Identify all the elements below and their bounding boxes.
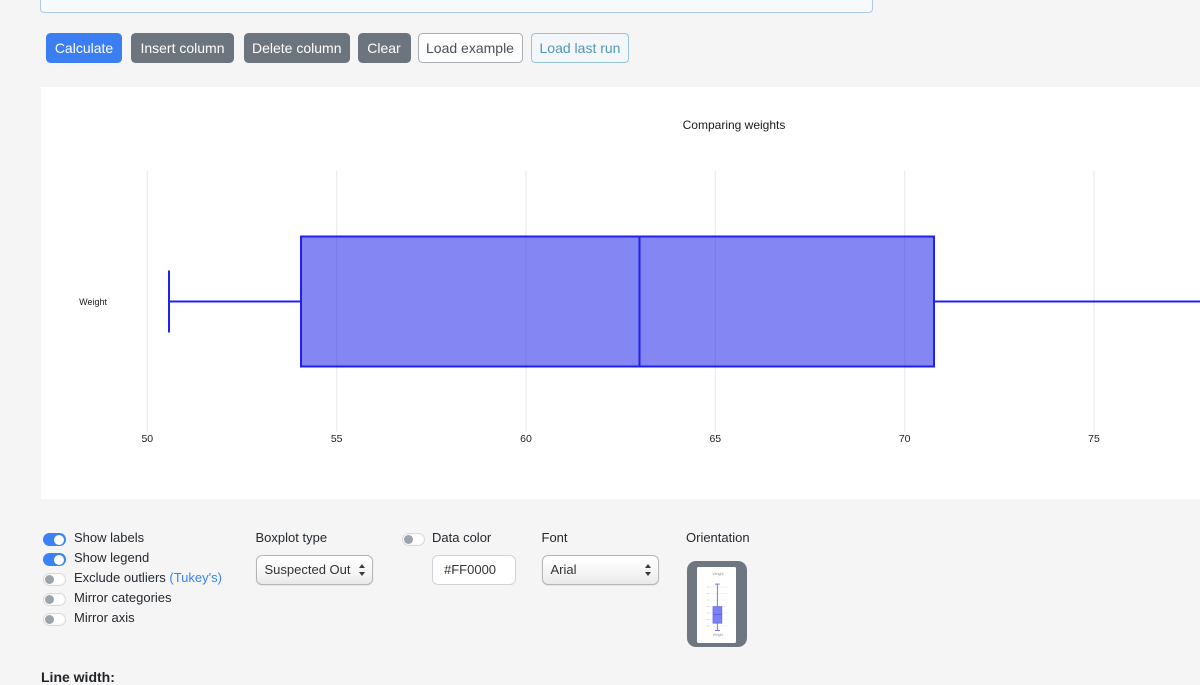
svg-text:75: 75 bbox=[1088, 433, 1100, 445]
svg-text:Comparing weights: Comparing weights bbox=[683, 118, 786, 132]
svg-text:Weight: Weight bbox=[712, 572, 723, 576]
svg-text:Weight: Weight bbox=[79, 297, 107, 307]
svg-text:Weight: Weight bbox=[713, 633, 724, 637]
svg-text:55: 55 bbox=[331, 433, 343, 445]
svg-text:60: 60 bbox=[520, 433, 532, 445]
svg-text:50: 50 bbox=[141, 433, 153, 445]
svg-text:65: 65 bbox=[709, 433, 721, 445]
svg-text:70: 70 bbox=[899, 433, 911, 445]
